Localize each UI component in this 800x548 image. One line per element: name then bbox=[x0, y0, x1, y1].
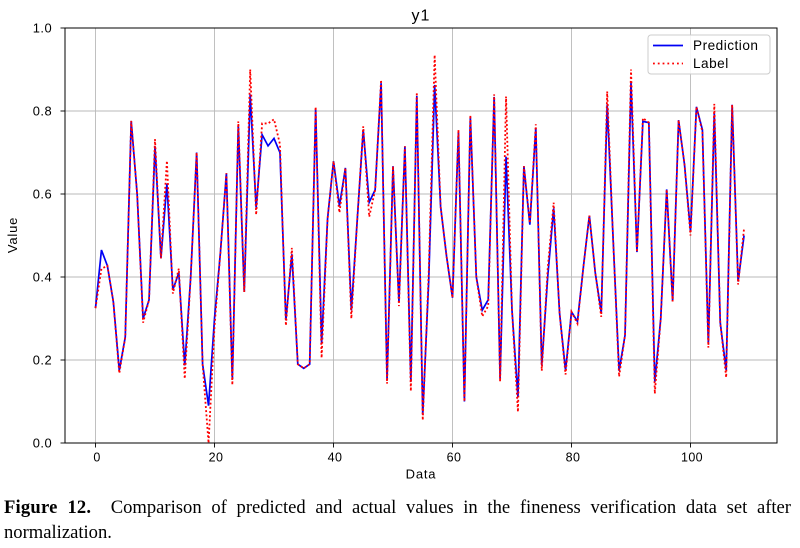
svg-text:Prediction: Prediction bbox=[693, 38, 758, 53]
svg-text:0: 0 bbox=[93, 451, 100, 465]
svg-text:0.2: 0.2 bbox=[33, 352, 52, 367]
svg-text:1.0: 1.0 bbox=[33, 20, 52, 35]
svg-text:0.4: 0.4 bbox=[33, 269, 52, 284]
svg-text:Data: Data bbox=[406, 467, 437, 482]
svg-text:0.6: 0.6 bbox=[33, 186, 52, 201]
svg-text:0.0: 0.0 bbox=[33, 435, 52, 450]
svg-text:60: 60 bbox=[447, 451, 462, 465]
svg-text:Label: Label bbox=[693, 56, 729, 71]
svg-text:20: 20 bbox=[209, 451, 224, 465]
svg-text:40: 40 bbox=[328, 451, 343, 465]
svg-text:Value: Value bbox=[5, 217, 20, 253]
svg-text:y1: y1 bbox=[412, 8, 431, 25]
svg-text:80: 80 bbox=[566, 451, 581, 465]
svg-text:0.8: 0.8 bbox=[33, 103, 52, 118]
svg-text:100: 100 bbox=[681, 451, 703, 465]
